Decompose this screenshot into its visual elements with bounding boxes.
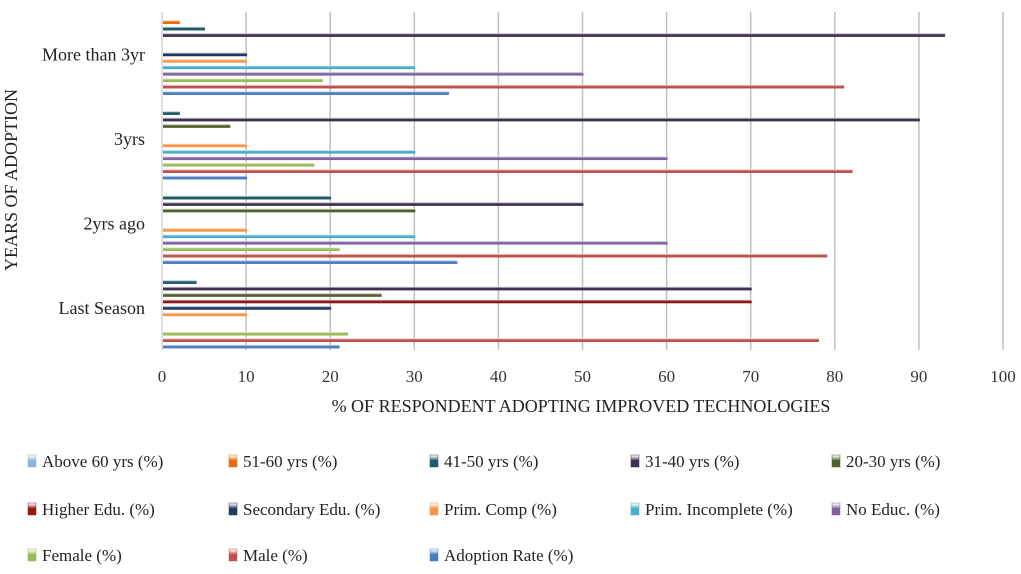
legend-swatch [429,548,439,562]
category-label: Last Season [59,298,145,318]
bar [163,162,315,167]
legend-swatch [228,454,238,468]
bar [163,32,946,37]
legend-label: 41-50 yrs (%) [444,452,538,471]
category-label: 3yrs [114,129,145,149]
bar [163,90,449,95]
bar [163,292,382,297]
bar [163,344,340,349]
bar [163,338,819,342]
x-tick-labels: 0 10 20 30 40 50 60 70 80 90 100 [158,367,1016,386]
x-tick-label: 40 [490,367,507,386]
legend-swatch [831,454,841,468]
x-tick-label: 30 [406,367,423,386]
bar [163,58,248,63]
legend-swatch [831,502,841,516]
legend-label: 51-60 yrs (%) [243,452,337,471]
legend-label: Higher Edu. (%) [42,500,155,519]
bar [163,240,668,245]
x-tick-label: 50 [574,367,591,386]
bar [163,299,752,304]
bar [163,169,853,173]
bar [163,208,416,213]
legend: Above 60 yrs (%) 51-60 yrs (%) 41-50 yrs (… [27,452,940,565]
legend-label: Adoption Rate (%) [444,546,573,565]
bar [163,65,416,70]
legend-label: Female (%) [42,546,122,565]
bar [163,234,416,239]
bar [163,20,180,24]
x-tick-label: 10 [238,367,255,386]
legend-label: No Educ. (%) [846,500,940,519]
legend-label: Above 60 yrs (%) [42,452,163,471]
category-label: 2yrs ago [84,213,146,233]
x-axis-title: % OF RESPONDENT ADOPTING IMPROVED TECHNO… [332,396,831,416]
x-tick-label: 60 [658,367,675,386]
legend-swatch [27,502,37,516]
legend-label: Secondary Edu. (%) [243,500,380,519]
legend-swatch [630,454,640,468]
bar [163,175,248,180]
bar [163,305,332,310]
legend-label: 20-30 yrs (%) [846,452,940,471]
bar [163,279,197,284]
bar [163,26,206,31]
bar [163,331,349,336]
bar [163,52,248,57]
bar [163,123,231,128]
bar [163,84,845,89]
bar [163,117,920,122]
x-tick-label: 20 [322,367,339,386]
legend-swatch [27,548,37,562]
bar [163,78,323,83]
x-tick-label: 0 [158,367,167,386]
legend-label: Prim. Incomplete (%) [645,500,793,519]
legend-label: Male (%) [243,546,308,565]
legend-swatch [228,502,238,516]
legend-swatch [27,454,37,468]
legend-swatch [429,454,439,468]
bar [163,201,584,206]
legend-swatch [630,502,640,516]
bar [163,143,248,148]
bar [163,259,458,264]
x-tick-label: 100 [990,367,1016,386]
category-labels: Last Season 2yrs ago 3yrs More than 3yr [42,44,145,318]
bar [163,253,828,258]
y-axis-title: YEARS OF ADOPTION [1,89,21,271]
bar [163,247,340,252]
bar [163,156,668,161]
legend-label: 31-40 yrs (%) [645,452,739,471]
legend-label: Prim. Comp (%) [444,500,557,519]
x-tick-label: 80 [826,367,843,386]
bar [163,227,248,232]
category-label: More than 3yr [42,44,145,64]
bar [163,149,416,154]
x-tick-label: 90 [910,367,927,386]
bar [163,286,752,291]
x-tick-label: 70 [742,367,759,386]
bar [163,312,248,317]
legend-swatch [429,502,439,516]
bar [163,71,584,76]
bars [163,20,946,349]
bar [163,110,180,115]
legend-swatch [228,548,238,562]
bar [163,195,332,200]
